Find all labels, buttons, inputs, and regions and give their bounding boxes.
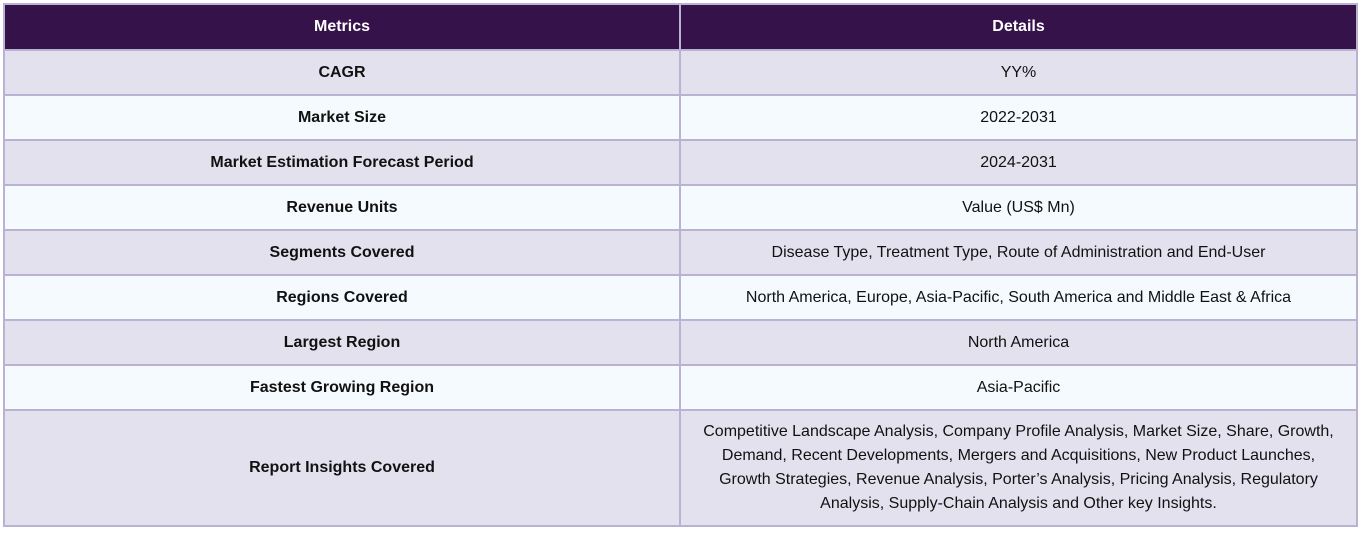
detail-cell: North America, Europe, Asia-Pacific, Sou…: [679, 274, 1358, 321]
metric-cell: Market Estimation Forecast Period: [3, 139, 681, 186]
detail-cell: Competitive Landscape Analysis, Company …: [679, 409, 1358, 527]
header-details: Details: [679, 3, 1358, 51]
detail-cell: 2022-2031: [679, 94, 1358, 141]
detail-cell: 2024-2031: [679, 139, 1358, 186]
table-row: Report Insights Covered Competitive Land…: [3, 409, 1358, 527]
detail-cell: North America: [679, 319, 1358, 366]
table-header-row: Metrics Details: [3, 3, 1358, 51]
table-row: Fastest Growing Region Asia-Pacific: [3, 364, 1358, 411]
detail-cell: Value (US$ Mn): [679, 184, 1358, 231]
metric-cell: Regions Covered: [3, 274, 681, 321]
metric-cell: Fastest Growing Region: [3, 364, 681, 411]
detail-cell: Asia-Pacific: [679, 364, 1358, 411]
metric-cell: Revenue Units: [3, 184, 681, 231]
metric-cell: Market Size: [3, 94, 681, 141]
metric-cell: Largest Region: [3, 319, 681, 366]
metric-cell: Segments Covered: [3, 229, 681, 276]
table-row: Segments Covered Disease Type, Treatment…: [3, 229, 1358, 276]
table-row: Market Size 2022-2031: [3, 94, 1358, 141]
metrics-table-container: Metrics Details CAGR YY% Market Size 202…: [3, 3, 1358, 527]
table-row: Largest Region North America: [3, 319, 1358, 366]
metric-cell: CAGR: [3, 49, 681, 96]
table-row: Regions Covered North America, Europe, A…: [3, 274, 1358, 321]
metric-cell: Report Insights Covered: [3, 409, 681, 527]
table-row: Revenue Units Value (US$ Mn): [3, 184, 1358, 231]
detail-cell: YY%: [679, 49, 1358, 96]
table-row: Market Estimation Forecast Period 2024-2…: [3, 139, 1358, 186]
metrics-table: Metrics Details CAGR YY% Market Size 202…: [3, 3, 1358, 527]
detail-cell: Disease Type, Treatment Type, Route of A…: [679, 229, 1358, 276]
header-metrics: Metrics: [3, 3, 681, 51]
table-row: CAGR YY%: [3, 49, 1358, 96]
